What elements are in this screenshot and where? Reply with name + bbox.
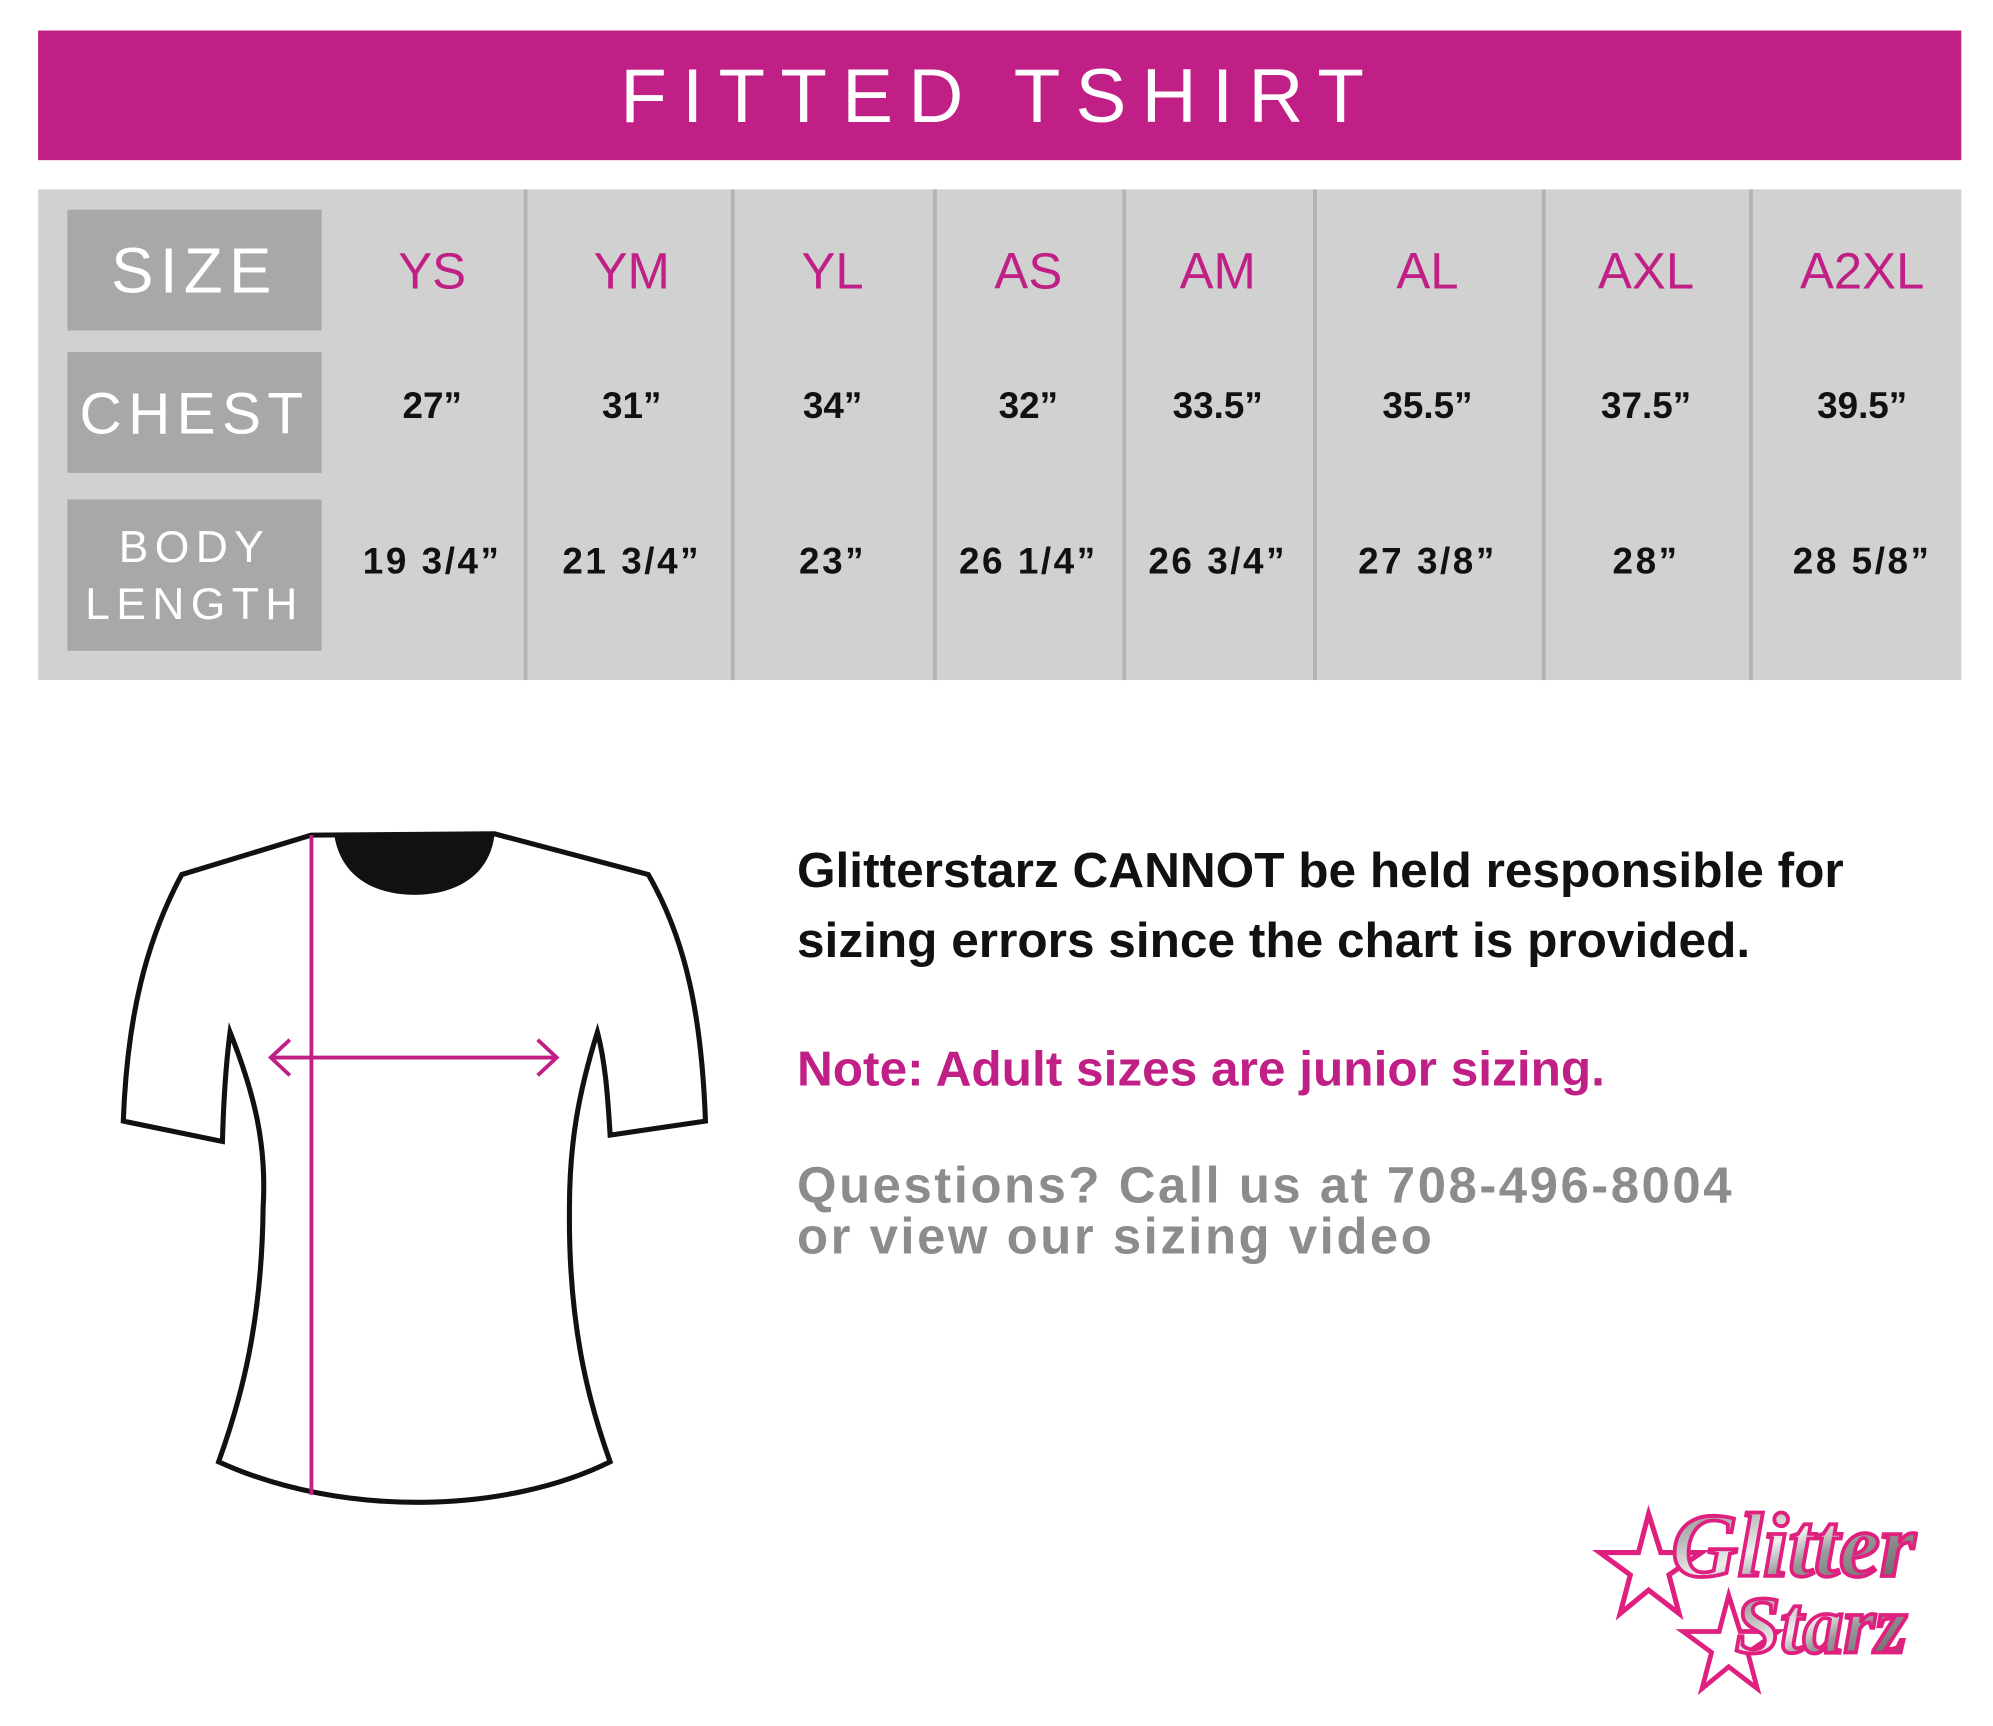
body-length-value-cell: 21 3/4”: [562, 541, 702, 583]
logo-line-2: Starz: [1735, 1580, 1907, 1670]
chest-value-cell: 35.5”: [1382, 386, 1473, 428]
star-icon: [1675, 1586, 1786, 1696]
row-label-body-length: BODY LENGTH: [67, 499, 322, 651]
tshirt-neckline: [334, 835, 495, 895]
body-length-value-cell: 28 5/8”: [1792, 541, 1932, 583]
sizing-video-link[interactable]: or view our sizing video: [796, 1208, 1435, 1265]
body-length-value-cell: 19 3/4”: [362, 541, 502, 583]
size-header-cell: AM: [1179, 244, 1256, 300]
page-title: FITTED TSHIRT: [620, 52, 1380, 138]
size-header-cell: AXL: [1598, 244, 1695, 300]
column-divider: [1749, 189, 1753, 681]
row-label-chest: CHEST: [67, 352, 322, 473]
column-divider: [1313, 189, 1317, 681]
row-label-size: SIZE: [67, 209, 322, 331]
chest-value-cell: 34”: [802, 386, 863, 428]
column-divider: [523, 189, 528, 681]
size-header-cell: YS: [398, 244, 467, 300]
disclaimer-line-1: Glitterstarz CANNOT be held responsible …: [796, 844, 1844, 899]
star-icon: [1592, 1504, 1710, 1621]
size-header-cell: YM: [593, 244, 670, 300]
disclaimer-line-2: sizing errors since the chart is provide…: [796, 913, 1751, 969]
body-length-value-cell: 28”: [1612, 541, 1680, 583]
column-divider: [1122, 189, 1127, 681]
row-label-length: LENGTH: [85, 578, 304, 629]
body-length-value-cell: 23”: [799, 541, 867, 583]
questions-phone-line: Questions? Call us at 708-496-8004: [796, 1157, 1735, 1214]
column-divider: [730, 189, 735, 681]
body-length-value-cell: 27 3/8”: [1358, 541, 1497, 583]
size-header-cell: YL: [801, 244, 864, 300]
chest-value-cell: 32”: [998, 386, 1059, 428]
chest-value-cell: 39.5”: [1817, 386, 1908, 428]
chest-value-cell: 27”: [402, 386, 462, 428]
note-text: Note: Adult sizes are junior sizing.: [796, 1042, 1605, 1097]
size-header-cell: AS: [994, 244, 1063, 300]
disclaimer-text: Glitterstarz CANNOT be held responsible …: [797, 836, 1844, 976]
glitterstarz-logo: Glitter Starz: [1592, 1492, 1919, 1696]
tshirt-outline: [120, 831, 709, 1505]
chest-value-cell: 31”: [602, 386, 662, 428]
column-divider: [932, 189, 937, 681]
column-divider: [1541, 189, 1546, 681]
chest-value-cell: 33.5”: [1172, 386, 1263, 428]
logo-line-1: Glitter: [1671, 1494, 1916, 1596]
chest-value-cell: 37.5”: [1600, 386, 1692, 428]
arrow-right-head-icon: [536, 1038, 560, 1077]
body-length-value-cell: 26 1/4”: [958, 541, 1098, 583]
body-length-value-cell: 26 3/4”: [1148, 541, 1288, 583]
title-banner: FITTED TSHIRT: [38, 30, 1962, 161]
arrow-left-head-icon: [267, 1038, 292, 1077]
size-chart-table: SIZE CHEST BODY LENGTH YS YM YL AS AM AL AXL A2…: [38, 189, 1962, 681]
size-header-cell: A2XL: [1799, 244, 1925, 300]
questions-text: Questions? Call us at 708-496-8004 or vi…: [797, 1161, 1734, 1263]
size-header-cell: AL: [1396, 244, 1459, 300]
row-label-body: BODY: [118, 521, 271, 572]
